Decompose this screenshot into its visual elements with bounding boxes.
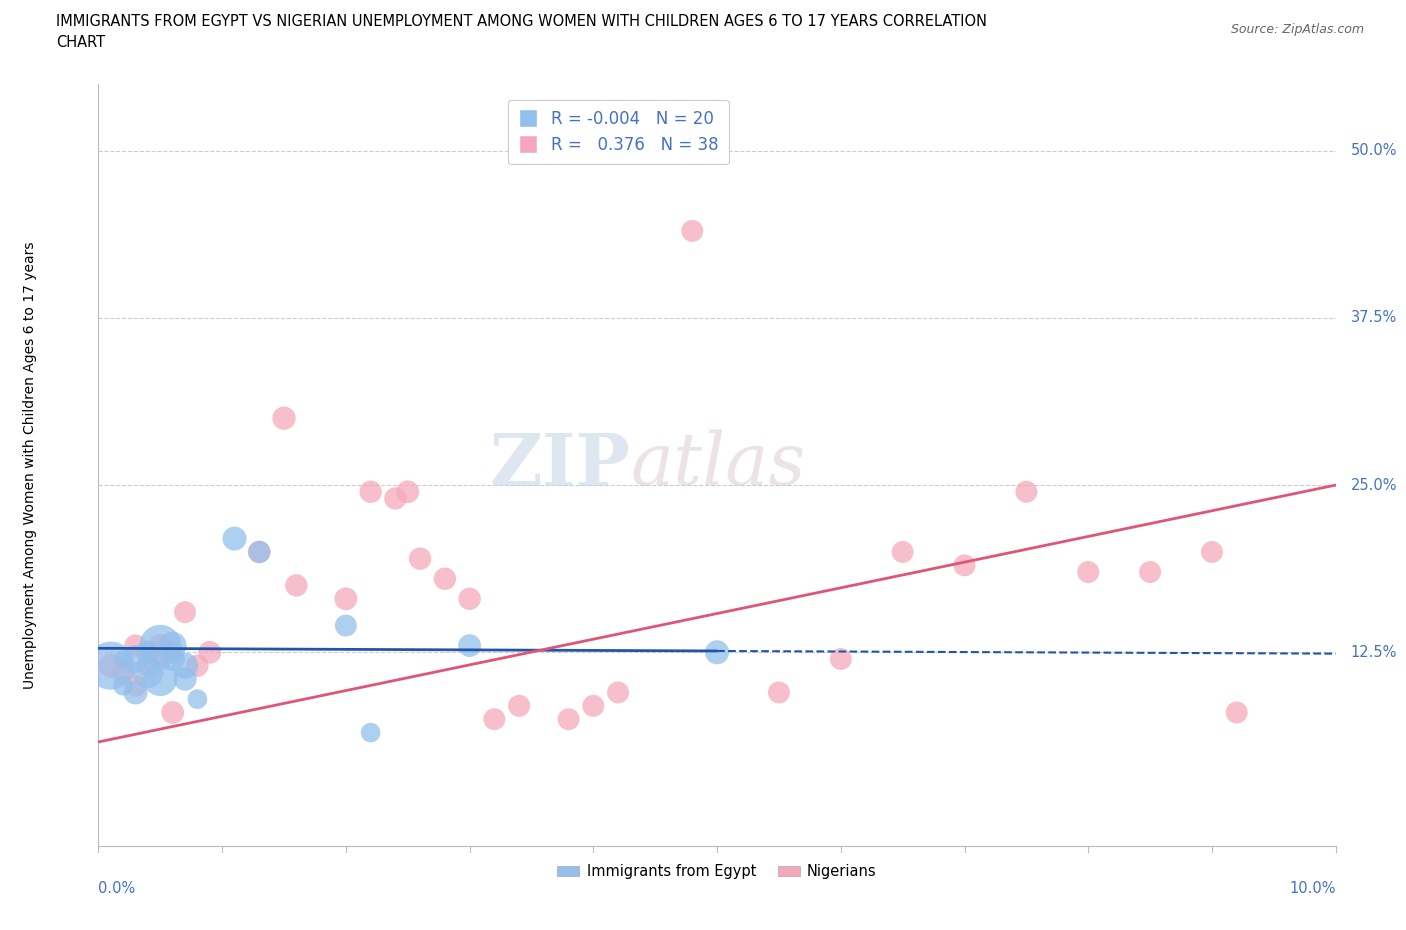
Text: 12.5%: 12.5% — [1351, 644, 1398, 659]
Point — [1077, 565, 1099, 579]
Point — [1015, 485, 1038, 499]
Text: Unemployment Among Women with Children Ages 6 to 17 years: Unemployment Among Women with Children A… — [24, 241, 38, 689]
Point — [174, 671, 197, 686]
Point — [273, 411, 295, 426]
Point — [335, 591, 357, 606]
Text: 0.0%: 0.0% — [98, 881, 135, 896]
Point — [124, 678, 146, 693]
Point — [136, 658, 159, 673]
Point — [149, 652, 172, 667]
Point — [768, 685, 790, 700]
Text: IMMIGRANTS FROM EGYPT VS NIGERIAN UNEMPLOYMENT AMONG WOMEN WITH CHILDREN AGES 6 : IMMIGRANTS FROM EGYPT VS NIGERIAN UNEMPL… — [56, 14, 987, 29]
Point — [149, 638, 172, 653]
Point — [335, 618, 357, 633]
Point — [162, 705, 184, 720]
Point — [607, 685, 630, 700]
Point — [224, 531, 246, 546]
Point — [247, 545, 270, 560]
Point — [174, 658, 197, 673]
Text: Source: ZipAtlas.com: Source: ZipAtlas.com — [1230, 23, 1364, 36]
Point — [508, 698, 530, 713]
Point — [1226, 705, 1249, 720]
Point — [162, 644, 184, 659]
Point — [162, 652, 184, 667]
Point — [149, 671, 172, 686]
Point — [149, 638, 172, 653]
Point — [247, 545, 270, 560]
Point — [706, 644, 728, 659]
Point — [174, 604, 197, 619]
Point — [458, 591, 481, 606]
Point — [162, 638, 184, 653]
Point — [1139, 565, 1161, 579]
Point — [384, 491, 406, 506]
Point — [360, 725, 382, 740]
Point — [484, 711, 506, 726]
Point — [112, 652, 135, 667]
Point — [100, 658, 122, 673]
Point — [681, 223, 703, 238]
Point — [953, 558, 976, 573]
Point — [458, 638, 481, 653]
Point — [186, 658, 208, 673]
Point — [100, 658, 122, 673]
Point — [112, 665, 135, 680]
Point — [124, 685, 146, 700]
Text: atlas: atlas — [630, 430, 806, 500]
Point — [1201, 545, 1223, 560]
Point — [136, 644, 159, 659]
Point — [186, 692, 208, 707]
Point — [136, 665, 159, 680]
Text: 50.0%: 50.0% — [1351, 143, 1398, 158]
Point — [285, 578, 308, 592]
Point — [136, 644, 159, 659]
Point — [891, 545, 914, 560]
Text: 25.0%: 25.0% — [1351, 478, 1398, 493]
Point — [360, 485, 382, 499]
Text: CHART: CHART — [56, 35, 105, 50]
Text: 10.0%: 10.0% — [1289, 881, 1336, 896]
Point — [557, 711, 579, 726]
Point — [124, 638, 146, 653]
Point — [112, 678, 135, 693]
Point — [409, 551, 432, 566]
Point — [198, 644, 221, 659]
Point — [124, 652, 146, 667]
Point — [830, 652, 852, 667]
Text: 37.5%: 37.5% — [1351, 311, 1396, 325]
Legend: Immigrants from Egypt, Nigerians: Immigrants from Egypt, Nigerians — [551, 858, 883, 884]
Point — [396, 485, 419, 499]
Point — [582, 698, 605, 713]
Text: ZIP: ZIP — [489, 430, 630, 500]
Point — [433, 571, 456, 586]
